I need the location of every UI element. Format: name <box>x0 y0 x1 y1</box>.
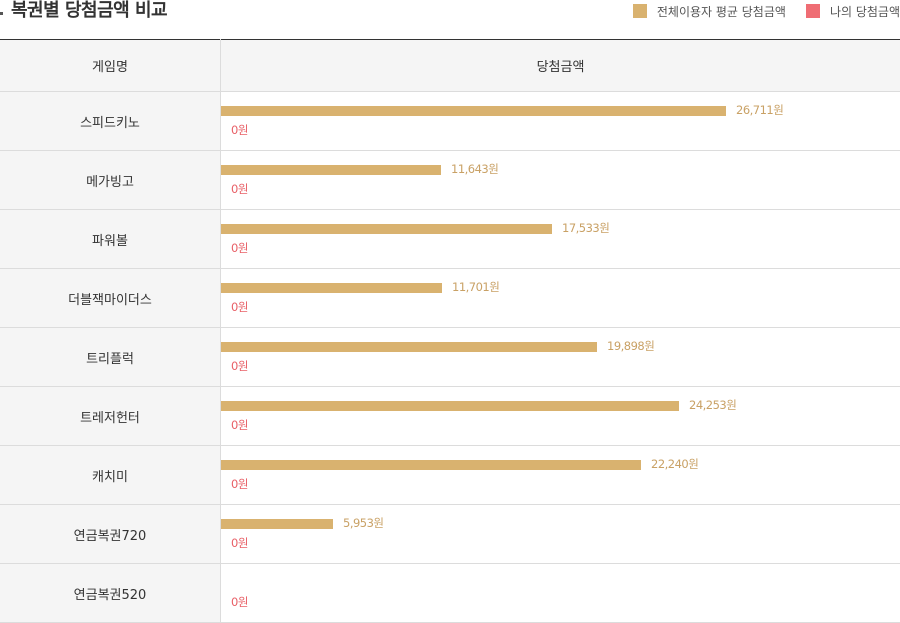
my-amount-label: 0원 <box>231 476 248 492</box>
game-name: 트리플럭 <box>0 328 221 387</box>
table-row: 연금복권520 0원 <box>0 564 900 623</box>
amount-cell: 5,953원 0원 <box>221 505 900 564</box>
legend-swatch-average <box>633 4 647 18</box>
game-name: 더블잭마이더스 <box>0 269 221 328</box>
game-name: 파워볼 <box>0 210 221 269</box>
table-row: 캐치미 22,240원 0원 <box>0 446 900 505</box>
table-row: 연금복권720 5,953원 0원 <box>0 505 900 564</box>
legend-item-average: 전체이용자 평균 당첨금액 <box>633 3 786 20</box>
my-amount-label: 0원 <box>231 358 248 374</box>
header-game-name: 게임명 <box>0 40 221 92</box>
average-amount-bar <box>221 401 679 411</box>
game-name: 스피드키노 <box>0 92 221 151</box>
amount-cell: 0원 <box>221 564 900 623</box>
average-amount-bar <box>221 460 641 470</box>
amount-cell: 24,253원 0원 <box>221 387 900 446</box>
average-amount-bar <box>221 283 442 293</box>
amount-cell: 22,240원 0원 <box>221 446 900 505</box>
average-amount-label: 19,898원 <box>607 338 654 354</box>
my-amount-label: 0원 <box>231 181 248 197</box>
legend-item-mine: 나의 당첨금액 <box>806 3 900 20</box>
game-name: 연금복권720 <box>0 505 221 564</box>
my-amount-label: 0원 <box>231 240 248 256</box>
table-row: 트리플럭 19,898원 0원 <box>0 328 900 387</box>
my-amount-label: 0원 <box>231 122 248 138</box>
header-row: 게임명 당첨금액 <box>0 40 900 92</box>
amount-cell: 19,898원 0원 <box>221 328 900 387</box>
chart-header: 복권별 당첨금액 비교 전체이용자 평균 당첨금액 나의 당첨금액 <box>0 0 900 38</box>
game-name: 트레저헌터 <box>0 387 221 446</box>
average-amount-label: 17,533원 <box>562 220 609 236</box>
average-amount-label: 5,953원 <box>343 515 384 531</box>
amount-cell: 11,643원 0원 <box>221 151 900 210</box>
my-amount-label: 0원 <box>231 535 248 551</box>
my-amount-label: 0원 <box>231 299 248 315</box>
average-amount-label: 26,711원 <box>736 102 783 118</box>
table-row: 더블잭마이더스 11,701원 0원 <box>0 269 900 328</box>
average-amount-label: 11,643원 <box>451 161 498 177</box>
average-amount-bar <box>221 519 333 529</box>
my-amount-label: 0원 <box>231 594 248 610</box>
average-amount-label: 11,701원 <box>452 279 499 295</box>
legend-swatch-mine <box>806 4 820 18</box>
amount-cell: 17,533원 0원 <box>221 210 900 269</box>
bullet-icon <box>0 12 3 15</box>
amount-cell: 11,701원 0원 <box>221 269 900 328</box>
header-amount: 당첨금액 <box>221 40 900 92</box>
legend-label-average: 전체이용자 평균 당첨금액 <box>657 3 786 20</box>
my-amount-label: 0원 <box>231 417 248 433</box>
average-amount-label: 24,253원 <box>689 397 736 413</box>
game-name: 메가빙고 <box>0 151 221 210</box>
game-name: 연금복권520 <box>0 564 221 623</box>
legend: 전체이용자 평균 당첨금액 나의 당첨금액 <box>613 3 900 19</box>
legend-label-mine: 나의 당첨금액 <box>830 3 900 20</box>
game-name: 캐치미 <box>0 446 221 505</box>
average-amount-label: 22,240원 <box>651 456 698 472</box>
table-row: 메가빙고 11,643원 0원 <box>0 151 900 210</box>
average-amount-bar <box>221 224 552 234</box>
average-amount-bar <box>221 165 441 175</box>
table-row: 트레저헌터 24,253원 0원 <box>0 387 900 446</box>
table-row: 스피드키노 26,711원 0원 <box>0 92 900 151</box>
amount-cell: 26,711원 0원 <box>221 92 900 151</box>
table-row: 파워볼 17,533원 0원 <box>0 210 900 269</box>
chart-title: 복권별 당첨금액 비교 <box>11 0 167 23</box>
average-amount-bar <box>221 106 726 116</box>
average-amount-bar <box>221 342 597 352</box>
